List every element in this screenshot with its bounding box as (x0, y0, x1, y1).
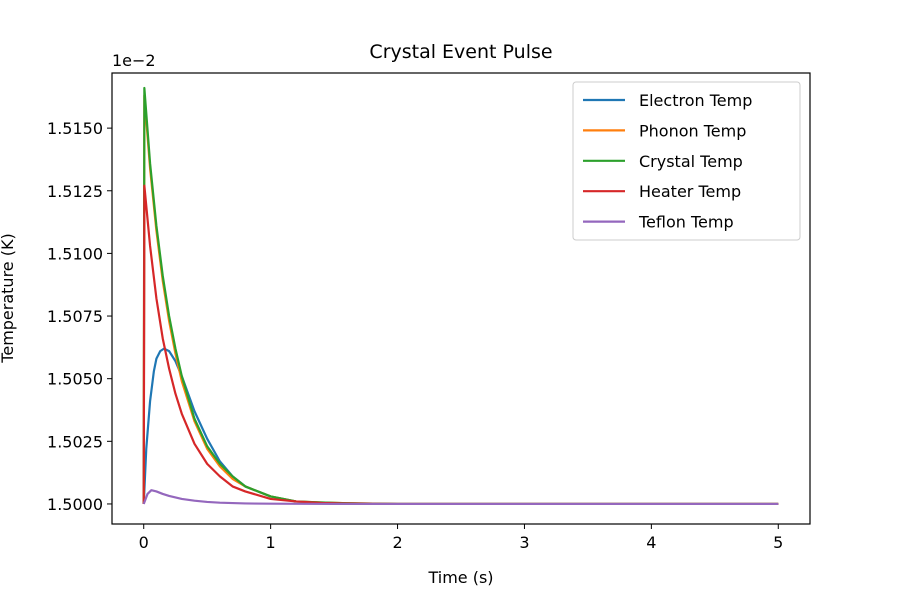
y-tick-label: 1.5025 (47, 432, 103, 451)
plot-lines (142, 86, 779, 506)
x-axis-label: Time (s) (427, 568, 493, 587)
x-tick-label: 1 (266, 533, 276, 552)
y-tick-label: 1.5000 (47, 495, 103, 514)
y-tick-label: 1.5150 (47, 119, 103, 138)
legend: Electron Temp Phonon Temp Crystal Temp Heat… (572, 81, 801, 241)
series-line-teflon-temp (142, 489, 779, 506)
legend-label: Phonon Temp (639, 121, 746, 140)
y-tick-label: 1.5125 (47, 182, 103, 201)
y-axis-ticks: 1.5000 1.5025 1.5050 1.5075 1.5100 1.5125 1.51… (47, 119, 112, 514)
y-axis-label: Temperature (K) (0, 233, 17, 363)
y-tick-label: 1.5050 (47, 370, 103, 389)
legend-label: Electron Temp (639, 91, 752, 110)
x-tick-label: 3 (519, 533, 529, 552)
legend-label: Teflon Temp (638, 213, 734, 232)
legend-label: Heater Temp (639, 182, 741, 201)
x-tick-label: 4 (646, 533, 656, 552)
y-offset-label: 1e−2 (112, 51, 156, 70)
x-axis-ticks: 0 1 2 3 4 5 (139, 524, 783, 552)
x-tick-label: 0 (139, 533, 149, 552)
legend-box (572, 81, 801, 241)
x-tick-label: 5 (773, 533, 783, 552)
y-tick-label: 1.5075 (47, 307, 103, 326)
y-tick-label: 1.5100 (47, 244, 103, 263)
chart-title: Crystal Event Pulse (369, 41, 552, 63)
legend-label: Crystal Temp (639, 152, 743, 171)
x-tick-label: 2 (392, 533, 402, 552)
plot-frame (111, 72, 811, 525)
